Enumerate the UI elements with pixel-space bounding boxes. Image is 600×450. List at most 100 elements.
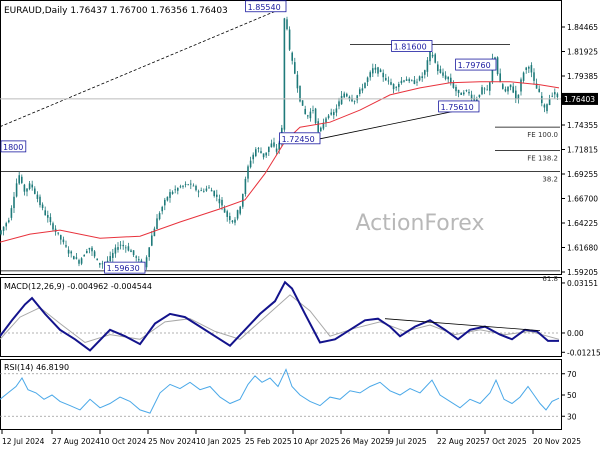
candle-body [320, 127, 322, 132]
rsi-y-axis: 70 50 30 [561, 370, 577, 421]
x-tick-label: 12 Jul 2024 [2, 437, 45, 446]
candle-body [369, 72, 371, 78]
candle-body [411, 80, 413, 82]
candle-body [296, 74, 299, 89]
candle-body [541, 95, 543, 104]
candle-body [213, 190, 215, 197]
candle-body [67, 249, 70, 254]
price-y-tick-label: 1.59205 [567, 268, 598, 277]
x-tick-label: 25 Feb 2025 [245, 437, 292, 446]
candle-body [325, 118, 327, 123]
candle-body [556, 93, 559, 98]
candle-body [221, 199, 223, 206]
candle-body [21, 176, 23, 183]
candle-body [283, 18, 286, 130]
candle-body [244, 178, 247, 195]
candle-body [195, 185, 197, 191]
candle-body [457, 89, 460, 94]
candle-body [353, 100, 356, 102]
annotation-box [245, 0, 287, 13]
candle-body [57, 232, 59, 234]
candle-body [476, 98, 478, 102]
candle-body [528, 66, 530, 69]
candle-body [93, 251, 96, 257]
candle-body [398, 83, 400, 88]
candle-body [60, 235, 62, 240]
candle-body [377, 67, 379, 74]
candle-body [548, 98, 551, 106]
candle-body [335, 108, 338, 113]
candle-body [520, 79, 522, 92]
candle-body [145, 257, 148, 268]
candle-body [405, 79, 408, 81]
candle-body [387, 80, 390, 82]
candle-body [351, 98, 353, 102]
candle-body [96, 258, 98, 261]
candle-body [507, 86, 509, 92]
candle-body [333, 112, 335, 116]
candle-body [340, 95, 343, 105]
candle-body [187, 184, 189, 186]
candle-body [489, 82, 491, 91]
macd-y-tick-label: 0.03151 [567, 279, 598, 288]
candle-body [44, 210, 46, 216]
candle-body [434, 54, 436, 63]
candle-body [356, 95, 358, 101]
candle-body [346, 93, 348, 97]
price-y-tick-label: 1.71815 [567, 146, 598, 155]
price-y-tick-label: 1.74355 [567, 121, 598, 130]
candle-body [119, 244, 122, 246]
candle-body [218, 198, 221, 204]
price-annotations: 1.85540 1.81600 1.79760 1.75610 1.72450 1.596… [0, 0, 497, 274]
candle-body [275, 148, 278, 152]
x-tick-label: 20 Nov 2025 [533, 437, 581, 446]
candle-body [546, 104, 548, 112]
annotation-box [438, 100, 480, 113]
candle-body [385, 77, 387, 81]
candle-body [327, 115, 330, 118]
candle-body [18, 175, 20, 184]
candle-body [535, 83, 538, 89]
candle-body [538, 88, 540, 93]
candle-body [101, 263, 104, 265]
candle-body [156, 218, 158, 230]
x-tick-label: 27 Aug 2024 [52, 437, 100, 446]
candle-body [205, 188, 208, 191]
candle-body [166, 196, 169, 201]
annotation-label: 1800 [3, 143, 23, 152]
macd-header: MACD(12,26,9) -0.004962 -0.004544 [4, 282, 152, 291]
candle-body [390, 82, 392, 85]
candle-body [83, 254, 85, 257]
macd-line [0, 280, 559, 352]
candle-body [268, 146, 270, 153]
annotation-box [391, 40, 433, 52]
annotation-label: 1.59630 [107, 264, 140, 273]
level-label: FE 100.0 [527, 131, 558, 139]
candle-body [317, 121, 319, 132]
x-tick-label: 7 Oct 2025 [485, 437, 527, 446]
candle-body [504, 89, 507, 92]
candle-body [361, 88, 364, 91]
candle-body [418, 76, 421, 81]
candle-body [309, 111, 312, 119]
candle-body [257, 148, 260, 149]
candle-body [229, 216, 231, 221]
price-y-tick-label: 1.84465 [567, 23, 598, 32]
candle-body [512, 86, 514, 93]
candle-body [236, 210, 239, 219]
candle-body [122, 244, 124, 247]
annotation-label: 1.72450 [282, 135, 315, 144]
candle-body [525, 67, 527, 70]
candle-body [294, 62, 296, 74]
candle-body [99, 262, 101, 265]
candle-body [249, 160, 252, 168]
x-axis: 12 Jul 2024 27 Aug 2024 10 Oct 2024 25 Nov … [1, 430, 581, 446]
candle-body [197, 191, 200, 193]
candle-body [395, 87, 397, 88]
candle-body [78, 260, 80, 264]
candle-body [455, 86, 457, 92]
candle-body [478, 94, 481, 98]
candle-body [273, 142, 275, 147]
macd-trendline [384, 318, 541, 331]
rsi-line [0, 368, 560, 414]
